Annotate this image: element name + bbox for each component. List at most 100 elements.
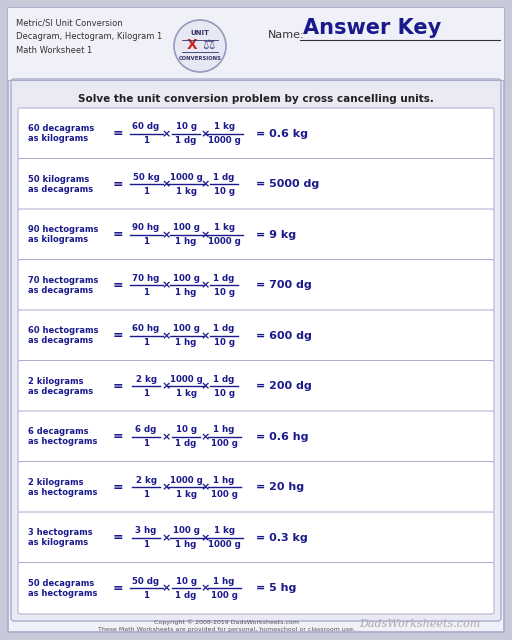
Text: 10 g: 10 g — [176, 425, 197, 435]
Text: ×: × — [161, 532, 170, 543]
Text: ×: × — [200, 381, 210, 391]
Text: = 5000 dg: = 5000 dg — [256, 179, 319, 189]
Text: =: = — [113, 380, 123, 393]
Text: = 0.6 kg: = 0.6 kg — [256, 129, 308, 139]
Text: 1 dg: 1 dg — [214, 274, 234, 283]
Text: 6 decagrams: 6 decagrams — [28, 428, 89, 436]
Text: 100 g: 100 g — [173, 274, 200, 283]
Text: = 0.6 hg: = 0.6 hg — [256, 432, 309, 442]
Text: =: = — [113, 178, 123, 191]
Text: 50 dg: 50 dg — [133, 577, 160, 586]
Text: DadsWorksheets.com: DadsWorksheets.com — [359, 619, 481, 629]
Text: =: = — [113, 481, 123, 493]
Text: ×: × — [200, 230, 210, 240]
Text: 1 hg: 1 hg — [176, 288, 197, 297]
Text: 1 dg: 1 dg — [176, 136, 197, 145]
Text: as decagrams: as decagrams — [28, 285, 93, 295]
Text: 100 g: 100 g — [173, 526, 200, 535]
Text: Math Worksheet 1: Math Worksheet 1 — [16, 46, 92, 55]
Text: as kilograms: as kilograms — [28, 538, 88, 547]
Text: 1: 1 — [143, 591, 149, 600]
Text: 90 hg: 90 hg — [133, 223, 160, 232]
Text: ×: × — [161, 230, 170, 240]
Text: 1: 1 — [143, 339, 149, 348]
Text: 100 g: 100 g — [210, 490, 238, 499]
Text: 100 g: 100 g — [210, 591, 238, 600]
Text: 1 kg: 1 kg — [176, 490, 197, 499]
Text: =: = — [113, 279, 123, 292]
Text: as hectograms: as hectograms — [28, 488, 97, 497]
Text: ×: × — [161, 280, 170, 291]
Text: 50 decagrams: 50 decagrams — [28, 579, 94, 588]
Text: 1 kg: 1 kg — [176, 187, 197, 196]
Text: 1: 1 — [143, 288, 149, 297]
Text: 6 dg: 6 dg — [135, 425, 157, 435]
Text: 60 hg: 60 hg — [133, 324, 160, 333]
Text: ×: × — [161, 331, 170, 340]
Text: 10 g: 10 g — [176, 577, 197, 586]
Text: as kilograms: as kilograms — [28, 134, 88, 143]
Text: ×: × — [161, 583, 170, 593]
Text: Decagram, Hectogram, Kilogram 1: Decagram, Hectogram, Kilogram 1 — [16, 32, 162, 41]
Text: ×: × — [200, 280, 210, 291]
Text: 1 hg: 1 hg — [176, 540, 197, 549]
Text: Answer Key: Answer Key — [303, 18, 441, 38]
Text: 1 kg: 1 kg — [214, 223, 234, 232]
FancyBboxPatch shape — [18, 512, 494, 563]
Text: 1000 g: 1000 g — [169, 375, 202, 384]
Text: 1000 g: 1000 g — [208, 237, 240, 246]
Text: ×: × — [200, 583, 210, 593]
Text: 1 kg: 1 kg — [214, 526, 234, 535]
Text: ×: × — [200, 129, 210, 139]
Text: Metric/SI Unit Conversion: Metric/SI Unit Conversion — [16, 18, 123, 27]
Text: 1 hg: 1 hg — [214, 476, 234, 484]
Text: 90 hectograms: 90 hectograms — [28, 225, 98, 234]
Text: 3 hg: 3 hg — [135, 526, 157, 535]
FancyBboxPatch shape — [11, 79, 501, 621]
Text: 70 hectograms: 70 hectograms — [28, 276, 98, 285]
Text: 1 hg: 1 hg — [214, 425, 234, 435]
Text: as hectograms: as hectograms — [28, 589, 97, 598]
Text: = 700 dg: = 700 dg — [256, 280, 312, 291]
Text: These Math Worksheets are provided for personal, homeschool or classroom use.: These Math Worksheets are provided for p… — [97, 627, 354, 632]
Text: 1 dg: 1 dg — [214, 324, 234, 333]
Text: 10 g: 10 g — [176, 122, 197, 131]
Text: = 5 hg: = 5 hg — [256, 583, 296, 593]
Text: =: = — [113, 228, 123, 241]
Text: = 9 kg: = 9 kg — [256, 230, 296, 240]
Text: = 20 hg: = 20 hg — [256, 483, 304, 492]
Text: 100 g: 100 g — [173, 223, 200, 232]
Text: X: X — [187, 38, 197, 52]
Text: 10 g: 10 g — [214, 187, 234, 196]
Text: 1: 1 — [143, 136, 149, 145]
Text: UNIT: UNIT — [190, 30, 209, 36]
Text: ×: × — [161, 381, 170, 391]
FancyBboxPatch shape — [18, 411, 494, 463]
Text: 10 g: 10 g — [214, 288, 234, 297]
Text: = 0.3 kg: = 0.3 kg — [256, 532, 308, 543]
Text: 2 kilograms: 2 kilograms — [28, 477, 83, 487]
Text: ×: × — [200, 331, 210, 340]
Text: ×: × — [161, 129, 170, 139]
FancyBboxPatch shape — [18, 461, 494, 513]
Text: 1 dg: 1 dg — [214, 173, 234, 182]
Text: ×: × — [200, 483, 210, 492]
Text: CONVERSIONS: CONVERSIONS — [179, 56, 221, 61]
Text: 10 g: 10 g — [214, 339, 234, 348]
Text: ×: × — [200, 532, 210, 543]
Text: =: = — [113, 430, 123, 444]
Text: 1 kg: 1 kg — [214, 122, 234, 131]
Text: 100 g: 100 g — [210, 439, 238, 448]
Text: Copyright © 2008-2019 DadsWorksheets.com: Copyright © 2008-2019 DadsWorksheets.com — [154, 619, 298, 625]
Text: 2 kg: 2 kg — [136, 476, 157, 484]
FancyBboxPatch shape — [18, 159, 494, 210]
Text: as kilograms: as kilograms — [28, 236, 88, 244]
Text: 3 hectograms: 3 hectograms — [28, 528, 93, 537]
Text: 100 g: 100 g — [173, 324, 200, 333]
Text: 1000 g: 1000 g — [169, 173, 202, 182]
FancyBboxPatch shape — [18, 360, 494, 412]
Text: as decagrams: as decagrams — [28, 387, 93, 396]
Text: 1 dg: 1 dg — [176, 439, 197, 448]
Text: =: = — [113, 127, 123, 140]
Text: =: = — [113, 582, 123, 595]
